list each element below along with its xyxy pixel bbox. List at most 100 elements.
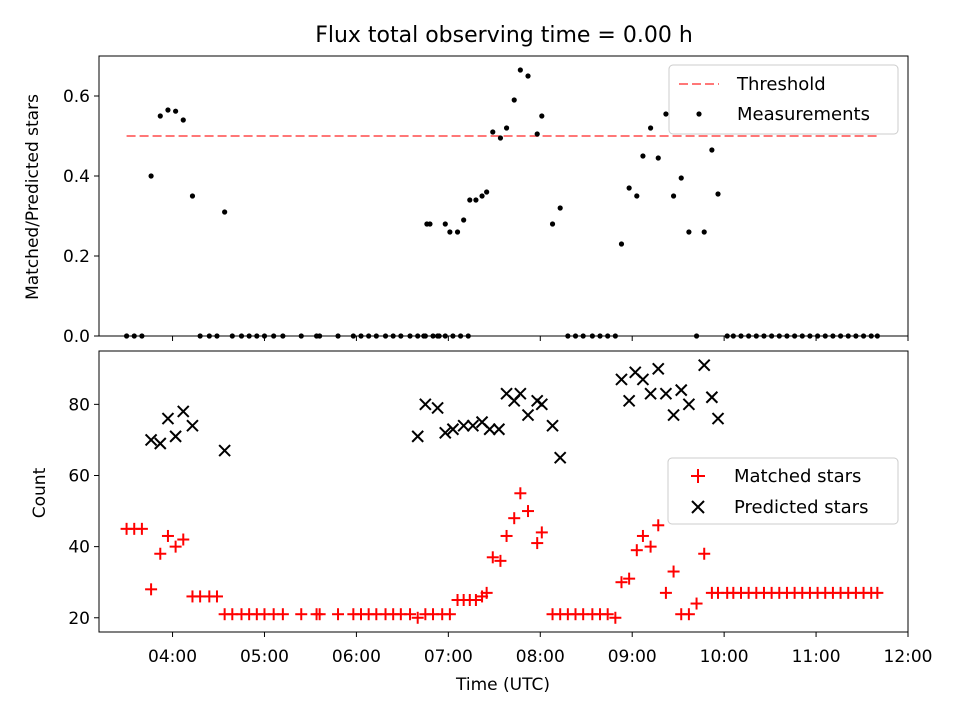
matched-star-point (522, 505, 535, 518)
matched-star-point (469, 593, 482, 606)
predicted-star-point (711, 412, 725, 425)
matched-star-point (514, 487, 527, 500)
predicted-star-point (615, 373, 628, 386)
matched-star-point (276, 608, 289, 621)
measurement-point (534, 131, 540, 137)
matched-star-point (531, 537, 544, 550)
top-legend: Threshold Measurements (668, 64, 899, 135)
top-panel: Flux total observing time = 0.00 h Match… (23, 23, 909, 347)
matched-star-point (871, 586, 884, 599)
legend-matched-swatch (691, 469, 705, 483)
measurement-point (640, 153, 646, 159)
matched-star-point (169, 540, 182, 553)
predicted-star-point (652, 362, 665, 375)
measurement-point (189, 193, 196, 199)
bottom-ticks: 20 40 60 80 04:00 05:00 06:00 07:00 08:00 09:00 10… (68, 395, 932, 667)
measurement-point (442, 221, 448, 227)
legend-predicted-swatch (691, 500, 705, 514)
measurement-point (525, 73, 531, 79)
predicted-star-point (521, 408, 535, 422)
measurement-point (165, 107, 171, 113)
matched-star-point (615, 576, 628, 589)
matched-star-point (644, 540, 657, 553)
matched-star-point (500, 529, 513, 542)
bottom-legend: Matched stars Predicted stars (667, 457, 899, 525)
measurement-point (447, 229, 453, 235)
predicted-star-point (698, 359, 711, 372)
measurement-point (517, 67, 523, 73)
predicted-star-point (492, 423, 506, 436)
bottom-ytick-label: 20 (68, 609, 90, 629)
measurement-point (427, 221, 433, 227)
predicted-star-point (446, 423, 460, 436)
top-ylabel: Matched/Predicted stars (23, 94, 43, 300)
matched-star-point (480, 586, 493, 599)
predicted-star-point (457, 419, 470, 432)
matched-star-point (313, 608, 326, 621)
predicted-star-point (636, 373, 650, 386)
xtick-label: 12:00 (884, 647, 933, 667)
measurement-point (148, 173, 154, 179)
xtick-label: 09:00 (608, 647, 657, 667)
matched-star-point (698, 547, 711, 560)
legend-threshold-label: Threshold (736, 74, 826, 95)
matched-star-point (154, 547, 167, 560)
bottom-plot-area (120, 359, 884, 624)
measurement-point (678, 175, 684, 181)
predicted-star-point (622, 394, 636, 408)
matched-star-point (636, 529, 649, 542)
predicted-star-point (705, 391, 719, 404)
matched-star-point (508, 512, 521, 525)
matched-star-point (494, 554, 507, 567)
matched-star-point (443, 608, 456, 621)
matched-star-point (295, 608, 308, 621)
matched-star-point (404, 608, 417, 621)
bottom-ytick-label: 40 (68, 538, 90, 558)
predicted-star-point (154, 437, 167, 450)
predicted-star-point (218, 444, 231, 457)
measurement-point (557, 205, 563, 211)
top-ytick-label: 0.4 (63, 167, 90, 187)
measurement-point (701, 229, 707, 235)
predicted-star-point (546, 419, 559, 432)
matched-star-point (145, 583, 158, 596)
measurement-point (626, 185, 632, 191)
bottom-ytick-label: 80 (68, 395, 90, 415)
matched-star-point (535, 526, 548, 539)
top-title: Flux total observing time = 0.00 h (315, 23, 693, 48)
measurement-point (461, 217, 467, 223)
matched-star-point (161, 529, 174, 542)
matched-star-point (135, 522, 148, 535)
measurement-point (539, 113, 545, 119)
measurement-point (454, 229, 461, 235)
predicted-star-point (419, 398, 432, 411)
measurement-point (503, 125, 510, 131)
matched-star-point (601, 608, 614, 621)
predicted-star-point (675, 383, 688, 397)
top-ytick-label: 0.2 (63, 247, 90, 267)
legend-measurements-swatch (696, 111, 702, 117)
bottom-ylabel: Count (30, 467, 50, 518)
matched-star-point (486, 551, 499, 564)
measurement-point (709, 147, 715, 153)
matched-star-point (623, 572, 636, 585)
measurement-point (497, 135, 504, 141)
xtick-label: 05:00 (240, 647, 289, 667)
measurement-point (663, 111, 669, 117)
matched-star-point (682, 608, 695, 621)
top-axes-frame (98, 55, 909, 337)
matched-star-point (652, 519, 665, 532)
matched-star-point (659, 586, 672, 599)
xtick-label: 04:00 (148, 647, 197, 667)
top-legend-box (668, 64, 899, 135)
measurement-point (670, 193, 677, 199)
legend-matched-label: Matched stars (734, 466, 861, 487)
top-ytick-label: 0.6 (63, 87, 90, 107)
predicted-star-point (535, 398, 549, 411)
measurement-point (484, 189, 490, 195)
measurement-point (490, 129, 496, 135)
measurement-point (618, 241, 625, 247)
xtick-label: 08:00 (516, 647, 565, 667)
matched-star-point (210, 590, 223, 603)
